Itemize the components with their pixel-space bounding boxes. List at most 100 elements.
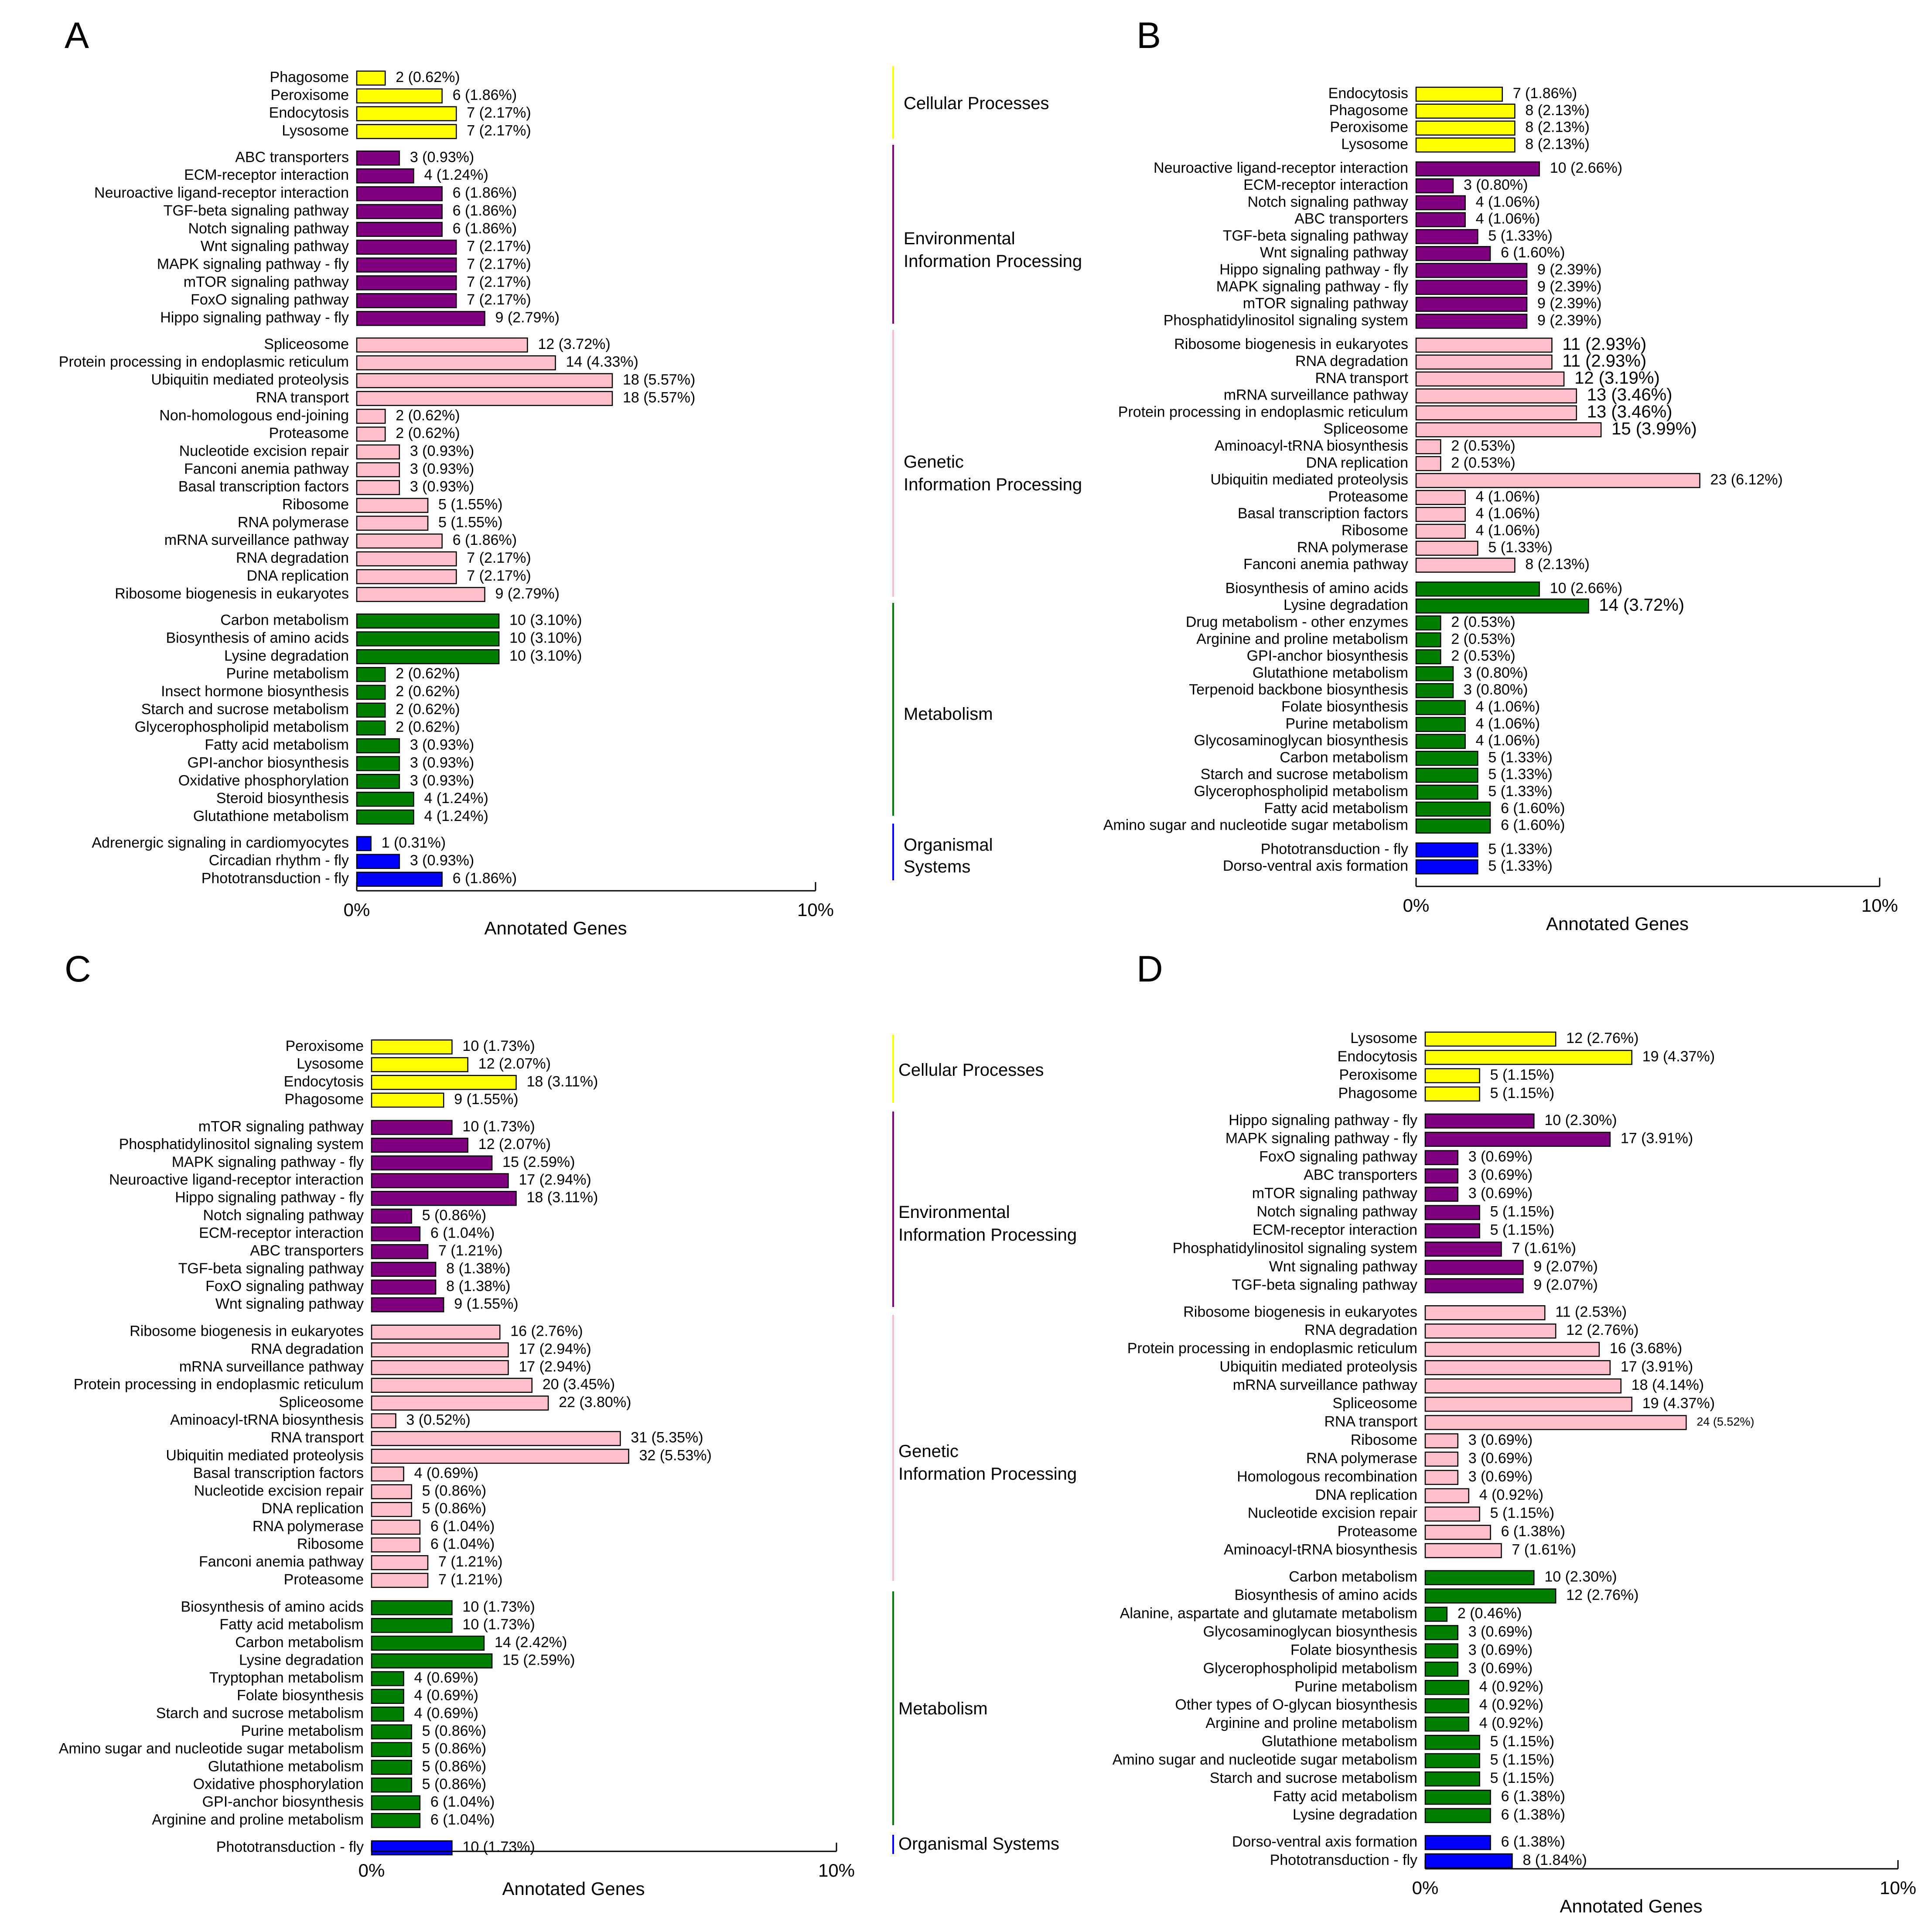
bar-row-tgf-beta-signaling-pathway: TGF-beta signaling pathway 8 (1.38%) [178, 1260, 511, 1277]
bar-category-label: RNA transport [1315, 370, 1408, 386]
bar [371, 1262, 437, 1277]
bar-category-label: Phototransduction - fly [1270, 1852, 1417, 1868]
bar-row-mrna-surveillance-pathway: mRNA surveillance pathway 17 (2.94%) [179, 1358, 591, 1375]
bar-row-phototransduction-fly: Phototransduction - fly 5 (1.33%) [1261, 841, 1553, 858]
bar-row-terpenoid-backbone-biosynthesis: Terpenoid backbone biosynthesis 3 (0.80%) [1189, 681, 1528, 698]
bar-row-gpi-anchor-biosynthesis: GPI-anchor biosynthesis 3 (0.93%) [188, 754, 474, 771]
bar-value-label: 4 (0.92%) [1479, 1696, 1543, 1713]
bar [371, 1777, 412, 1793]
bar-category-label: Phagosome [270, 69, 349, 86]
bar-value-label: 3 (0.69%) [1468, 1660, 1533, 1676]
legend-label-environmental-2: Information Processing [904, 252, 1082, 271]
bar-value-label: 17 (2.94%) [519, 1172, 591, 1188]
bar [1424, 1680, 1469, 1695]
bar-category-label: Arginine and proline metabolism [1196, 631, 1408, 647]
bar [356, 613, 500, 629]
bar-row-steroid-biosynthesis: Steroid biosynthesis 4 (1.24%) [216, 790, 488, 807]
bar-category-label: Endocytosis [284, 1073, 364, 1090]
bar [1415, 615, 1441, 631]
bar-value-label: 4 (1.06%) [1476, 194, 1540, 210]
bar-value-label: 5 (1.55%) [438, 496, 502, 513]
bar-value-label: 17 (3.91%) [1621, 1130, 1693, 1147]
bar [356, 587, 485, 602]
bar-value-label: 4 (0.69%) [414, 1465, 478, 1481]
bar-row-spliceosome: Spliceosome 15 (3.99%) [1323, 419, 1696, 438]
bar-category-label: Starch and sucrose metabolism [1210, 1770, 1417, 1786]
bar-row-mapk-signaling-pathway-fly: MAPK signaling pathway - fly 7 (2.17%) [157, 256, 531, 273]
bar [371, 1120, 453, 1135]
bar [1424, 1360, 1611, 1375]
bar-row-mrna-surveillance-pathway: mRNA surveillance pathway 13 (3.46%) [1224, 385, 1673, 404]
bar-value-label: 4 (1.06%) [1476, 715, 1540, 732]
bar-row-dna-replication: DNA replication 4 (0.92%) [1315, 1487, 1543, 1504]
bar-row-mtor-signaling-pathway: mTOR signaling pathway 9 (2.39%) [1243, 295, 1601, 312]
bar-value-label: 18 (3.11%) [527, 1073, 598, 1090]
bar-value-label: 5 (0.86%) [422, 1758, 486, 1775]
legend-label-metabolism: Metabolism [898, 1699, 988, 1718]
bar-row-rna-degradation: RNA degradation 11 (2.93%) [1295, 352, 1646, 371]
bar [356, 551, 457, 567]
bar-category-label: MAPK signaling pathway - fly [1216, 278, 1408, 295]
bar-row-rna-polymerase: RNA polymerase 5 (1.33%) [1297, 539, 1553, 556]
bar-category-label: mRNA surveillance pathway [164, 532, 349, 548]
bar-row-protein-processing-in-endoplasmic-reticulum: Protein processing in endoplasmic reticu… [74, 1376, 615, 1393]
bar-category-label: Proteasome [1338, 1523, 1417, 1540]
bar-row-homologous-recombination: Homologous recombination 3 (0.69%) [1237, 1468, 1533, 1485]
bar-row-folate-biosynthesis: Folate biosynthesis 3 (0.69%) [1290, 1642, 1533, 1659]
bar-value-label: 14 (4.33%) [566, 354, 638, 370]
bar [371, 1600, 453, 1615]
bar-row-gpi-anchor-biosynthesis: GPI-anchor biosynthesis 6 (1.04%) [202, 1794, 495, 1810]
bar-category-label: RNA degradation [1295, 353, 1408, 369]
bar-value-label: 6 (1.04%) [430, 1794, 495, 1810]
bar-row-hippo-signaling-pathway-fly: Hippo signaling pathway - fly 10 (2.30%) [1229, 1112, 1617, 1129]
bar [371, 1813, 421, 1828]
bar-category-label: Carbon metabolism [1280, 749, 1408, 766]
bar-value-label: 12 (3.72%) [538, 336, 610, 352]
bar-category-label: Ribosome [1351, 1432, 1417, 1448]
bar [1415, 422, 1602, 438]
bar [356, 809, 414, 825]
bar-row-dna-replication: DNA replication 7 (2.17%) [247, 568, 531, 585]
bar-row-fanconi-anemia-pathway: Fanconi anemia pathway 3 (0.93%) [184, 461, 474, 478]
bar-category-label: Ubiquitin mediated proteolysis [1210, 472, 1408, 488]
bar-category-label: Fatty acid metabolism [219, 1616, 364, 1633]
bar-row-lysine-degradation: Lysine degradation 14 (3.72%) [1283, 595, 1684, 615]
bar-value-label: 6 (1.86%) [453, 870, 517, 887]
bar-category-label: Neuroactive ligand-receptor interaction [94, 185, 349, 201]
bar-value-label: 7 (1.21%) [438, 1571, 502, 1588]
bar-row-hippo-signaling-pathway-fly: Hippo signaling pathway - fly 18 (3.11%) [175, 1189, 598, 1206]
bar-category-label: Wnt signaling pathway [1260, 244, 1408, 261]
bar [1415, 86, 1503, 102]
bar-category-label: mTOR signaling pathway [1243, 295, 1408, 312]
bar-value-label: 4 (1.06%) [1476, 522, 1540, 539]
bar-row-drug-metabolism-other-enzymes: Drug metabolism - other enzymes 2 (0.53%) [1186, 614, 1516, 631]
bar-category-label: ECM-receptor interaction [184, 167, 349, 183]
bar-value-label: 4 (1.24%) [424, 167, 488, 183]
bar [356, 854, 400, 869]
bar-value-label: 5 (1.33%) [1488, 858, 1552, 874]
bar [371, 1519, 421, 1535]
bar-row-folate-biosynthesis: Folate biosynthesis 4 (0.69%) [237, 1687, 478, 1704]
bar-value-label: 9 (1.55%) [454, 1091, 518, 1108]
bar [356, 409, 386, 424]
bar [1424, 1625, 1459, 1640]
bar-category-label: Wnt signaling pathway [1269, 1258, 1417, 1275]
bar-value-label: 7 (2.17%) [467, 105, 531, 121]
bar-category-label: Amino sugar and nucleotide sugar metabol… [59, 1741, 364, 1757]
bar-row-endocytosis: Endocytosis 19 (4.37%) [1338, 1048, 1715, 1065]
bar-row-biosynthesis-of-amino-acids: Biosynthesis of amino acids 10 (1.73%) [181, 1598, 535, 1615]
bar-category-label: FoxO signaling pathway [205, 1278, 364, 1294]
bar-row-wnt-signaling-pathway: Wnt signaling pathway 9 (1.55%) [215, 1296, 519, 1313]
bar-row-abc-transporters: ABC transporters 3 (0.69%) [1304, 1167, 1533, 1183]
bar-category-label: TGF-beta signaling pathway [164, 202, 349, 219]
bar-category-label: Peroxisome [285, 1038, 364, 1054]
bar-row-ribosome: Ribosome 4 (1.06%) [1341, 522, 1540, 539]
bar-value-label: 10 (1.73%) [462, 1839, 535, 1855]
bar [1415, 161, 1540, 177]
bar-value-label: 10 (1.73%) [462, 1598, 535, 1615]
bar-value-label: 5 (1.15%) [1490, 1221, 1554, 1238]
bar-category-label: Notch signaling pathway [188, 220, 349, 237]
bar-row-insect-hormone-biosynthesis: Insect hormone biosynthesis 2 (0.62%) [161, 683, 460, 700]
bar-category-label: Steroid biosynthesis [216, 790, 349, 807]
bar-row-endocytosis: Endocytosis 7 (1.86%) [1328, 85, 1577, 102]
